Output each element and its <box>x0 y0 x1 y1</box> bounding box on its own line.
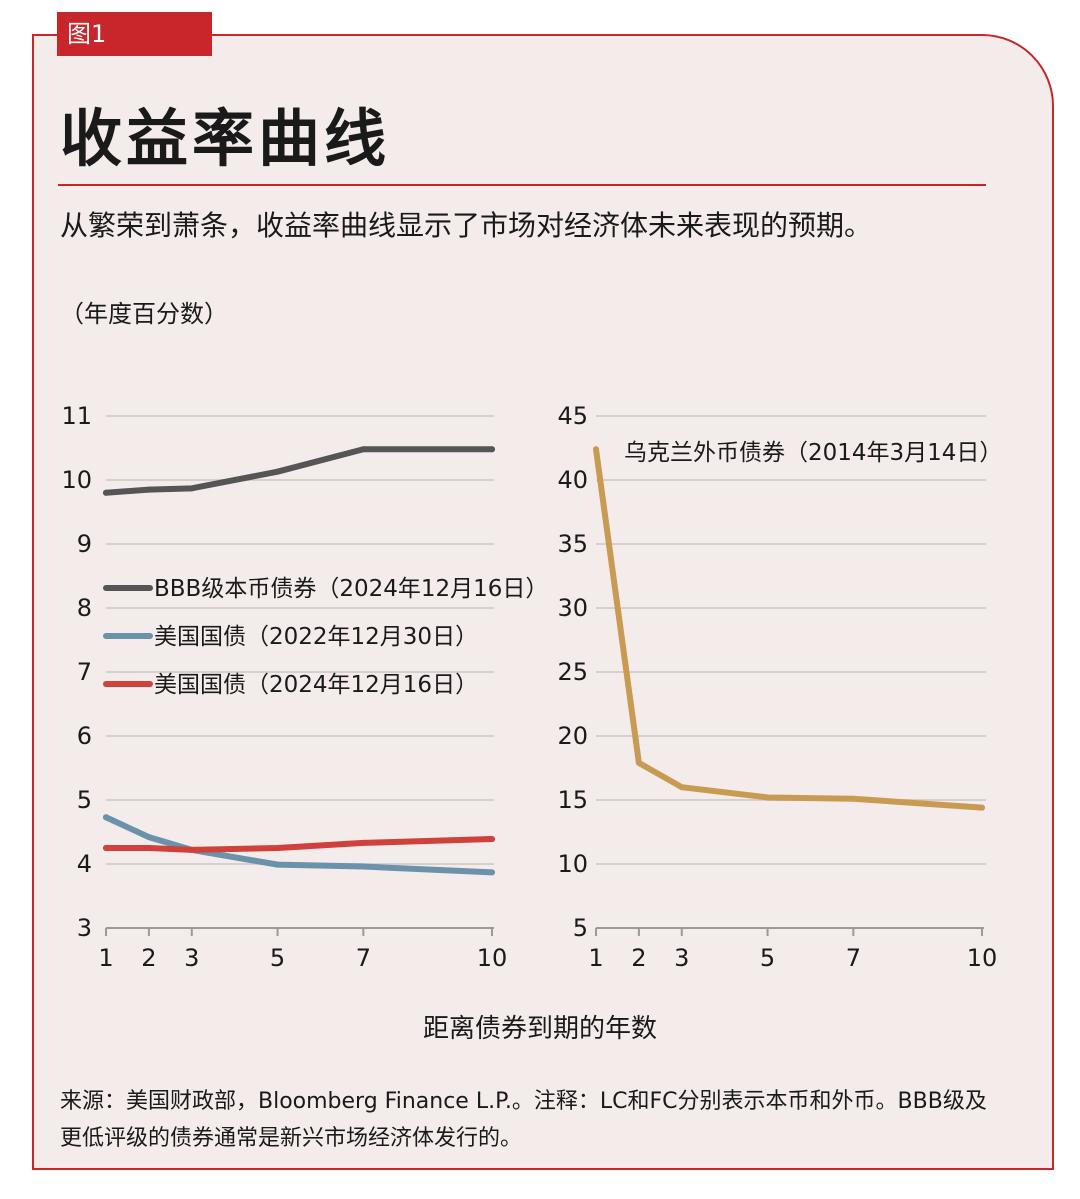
data-point <box>635 759 642 766</box>
y-tick-label: 15 <box>557 786 588 814</box>
x-tick-label: 10 <box>477 944 508 972</box>
data-point <box>103 489 109 496</box>
data-point <box>274 845 281 851</box>
data-point <box>103 845 109 851</box>
series-line-0-1 <box>103 814 495 876</box>
data-point <box>103 814 109 821</box>
data-point <box>145 845 152 851</box>
data-point <box>274 468 281 475</box>
series-line-0-0 <box>103 446 495 496</box>
x-tick-label: 2 <box>141 944 156 972</box>
chart-panel <box>32 34 1054 1170</box>
y-tick-label: 6 <box>77 722 92 750</box>
x-tick-label: 5 <box>760 944 775 972</box>
y-tick-label: 7 <box>77 658 92 686</box>
y-tick-label: 20 <box>557 722 588 750</box>
data-point <box>678 784 685 791</box>
data-point <box>850 795 857 802</box>
source-note-line-2: 更低评级的债券通常是新兴市场经济体发行的。 <box>60 1126 523 1151</box>
x-tick-label: 10 <box>967 944 998 972</box>
title-divider <box>58 184 986 186</box>
x-tick-label: 1 <box>98 944 113 972</box>
y-tick-label: 10 <box>557 850 588 878</box>
y-tick-label: 9 <box>77 530 92 558</box>
x-tick-label: 1 <box>588 944 603 972</box>
data-point <box>593 446 599 453</box>
page-subtitle: 从繁荣到萧条，收益率曲线显示了市场对经济体未来表现的预期。 <box>60 209 873 242</box>
x-tick-label: 3 <box>184 944 199 972</box>
data-point <box>764 794 771 801</box>
series-line-0-2 <box>103 836 495 853</box>
y-tick-label: 8 <box>77 594 92 622</box>
x-tick-label: 7 <box>846 944 861 972</box>
legend-label: 乌克兰外币债券（2014年3月14日） <box>624 440 1002 466</box>
data-point <box>188 485 195 492</box>
y-tick-label: 11 <box>61 402 92 430</box>
legend-label: 美国国债（2024年12月16日） <box>154 672 478 698</box>
page-title: 收益率曲线 <box>60 102 391 175</box>
y-tick-label: 25 <box>557 658 588 686</box>
x-axis-label: 距离债券到期的年数 <box>422 1014 657 1044</box>
y-tick-label: 4 <box>77 850 92 878</box>
y-tick-label: 10 <box>61 466 92 494</box>
data-point <box>145 834 152 841</box>
data-point <box>489 869 495 876</box>
data-point <box>360 839 367 846</box>
y-tick-label: 3 <box>77 914 92 942</box>
x-tick-label: 3 <box>674 944 689 972</box>
source-note: 来源：美国财政部，Bloomberg Finance L.P.。注释：LC和FC… <box>60 1083 1000 1157</box>
series-line-1-0 <box>593 446 985 811</box>
data-point <box>274 861 281 868</box>
x-tick-label: 7 <box>356 944 371 972</box>
data-point <box>489 446 495 453</box>
y-unit-label: （年度百分数） <box>60 300 228 328</box>
x-tick-label: 5 <box>270 944 285 972</box>
x-tick-label: 2 <box>631 944 646 972</box>
y-tick-label: 35 <box>557 530 588 558</box>
source-note-line-1: 来源：美国财政部，Bloomberg Finance L.P.。注释：LC和FC… <box>60 1089 987 1114</box>
figure-tag: 图1 <box>57 12 212 56</box>
y-tick-label: 30 <box>557 594 588 622</box>
data-point <box>188 846 195 853</box>
legend-label: BBB级本币债券（2024年12月16日） <box>154 576 548 602</box>
data-point <box>145 486 152 493</box>
data-point <box>360 863 367 870</box>
data-point <box>360 446 367 453</box>
y-tick-label: 5 <box>77 786 92 814</box>
y-tick-label: 5 <box>573 914 588 942</box>
legend-label: 美国国债（2022年12月30日） <box>154 624 478 650</box>
y-tick-label: 45 <box>557 402 588 430</box>
data-point <box>979 804 985 811</box>
data-point <box>489 836 495 843</box>
y-tick-label: 40 <box>557 466 588 494</box>
